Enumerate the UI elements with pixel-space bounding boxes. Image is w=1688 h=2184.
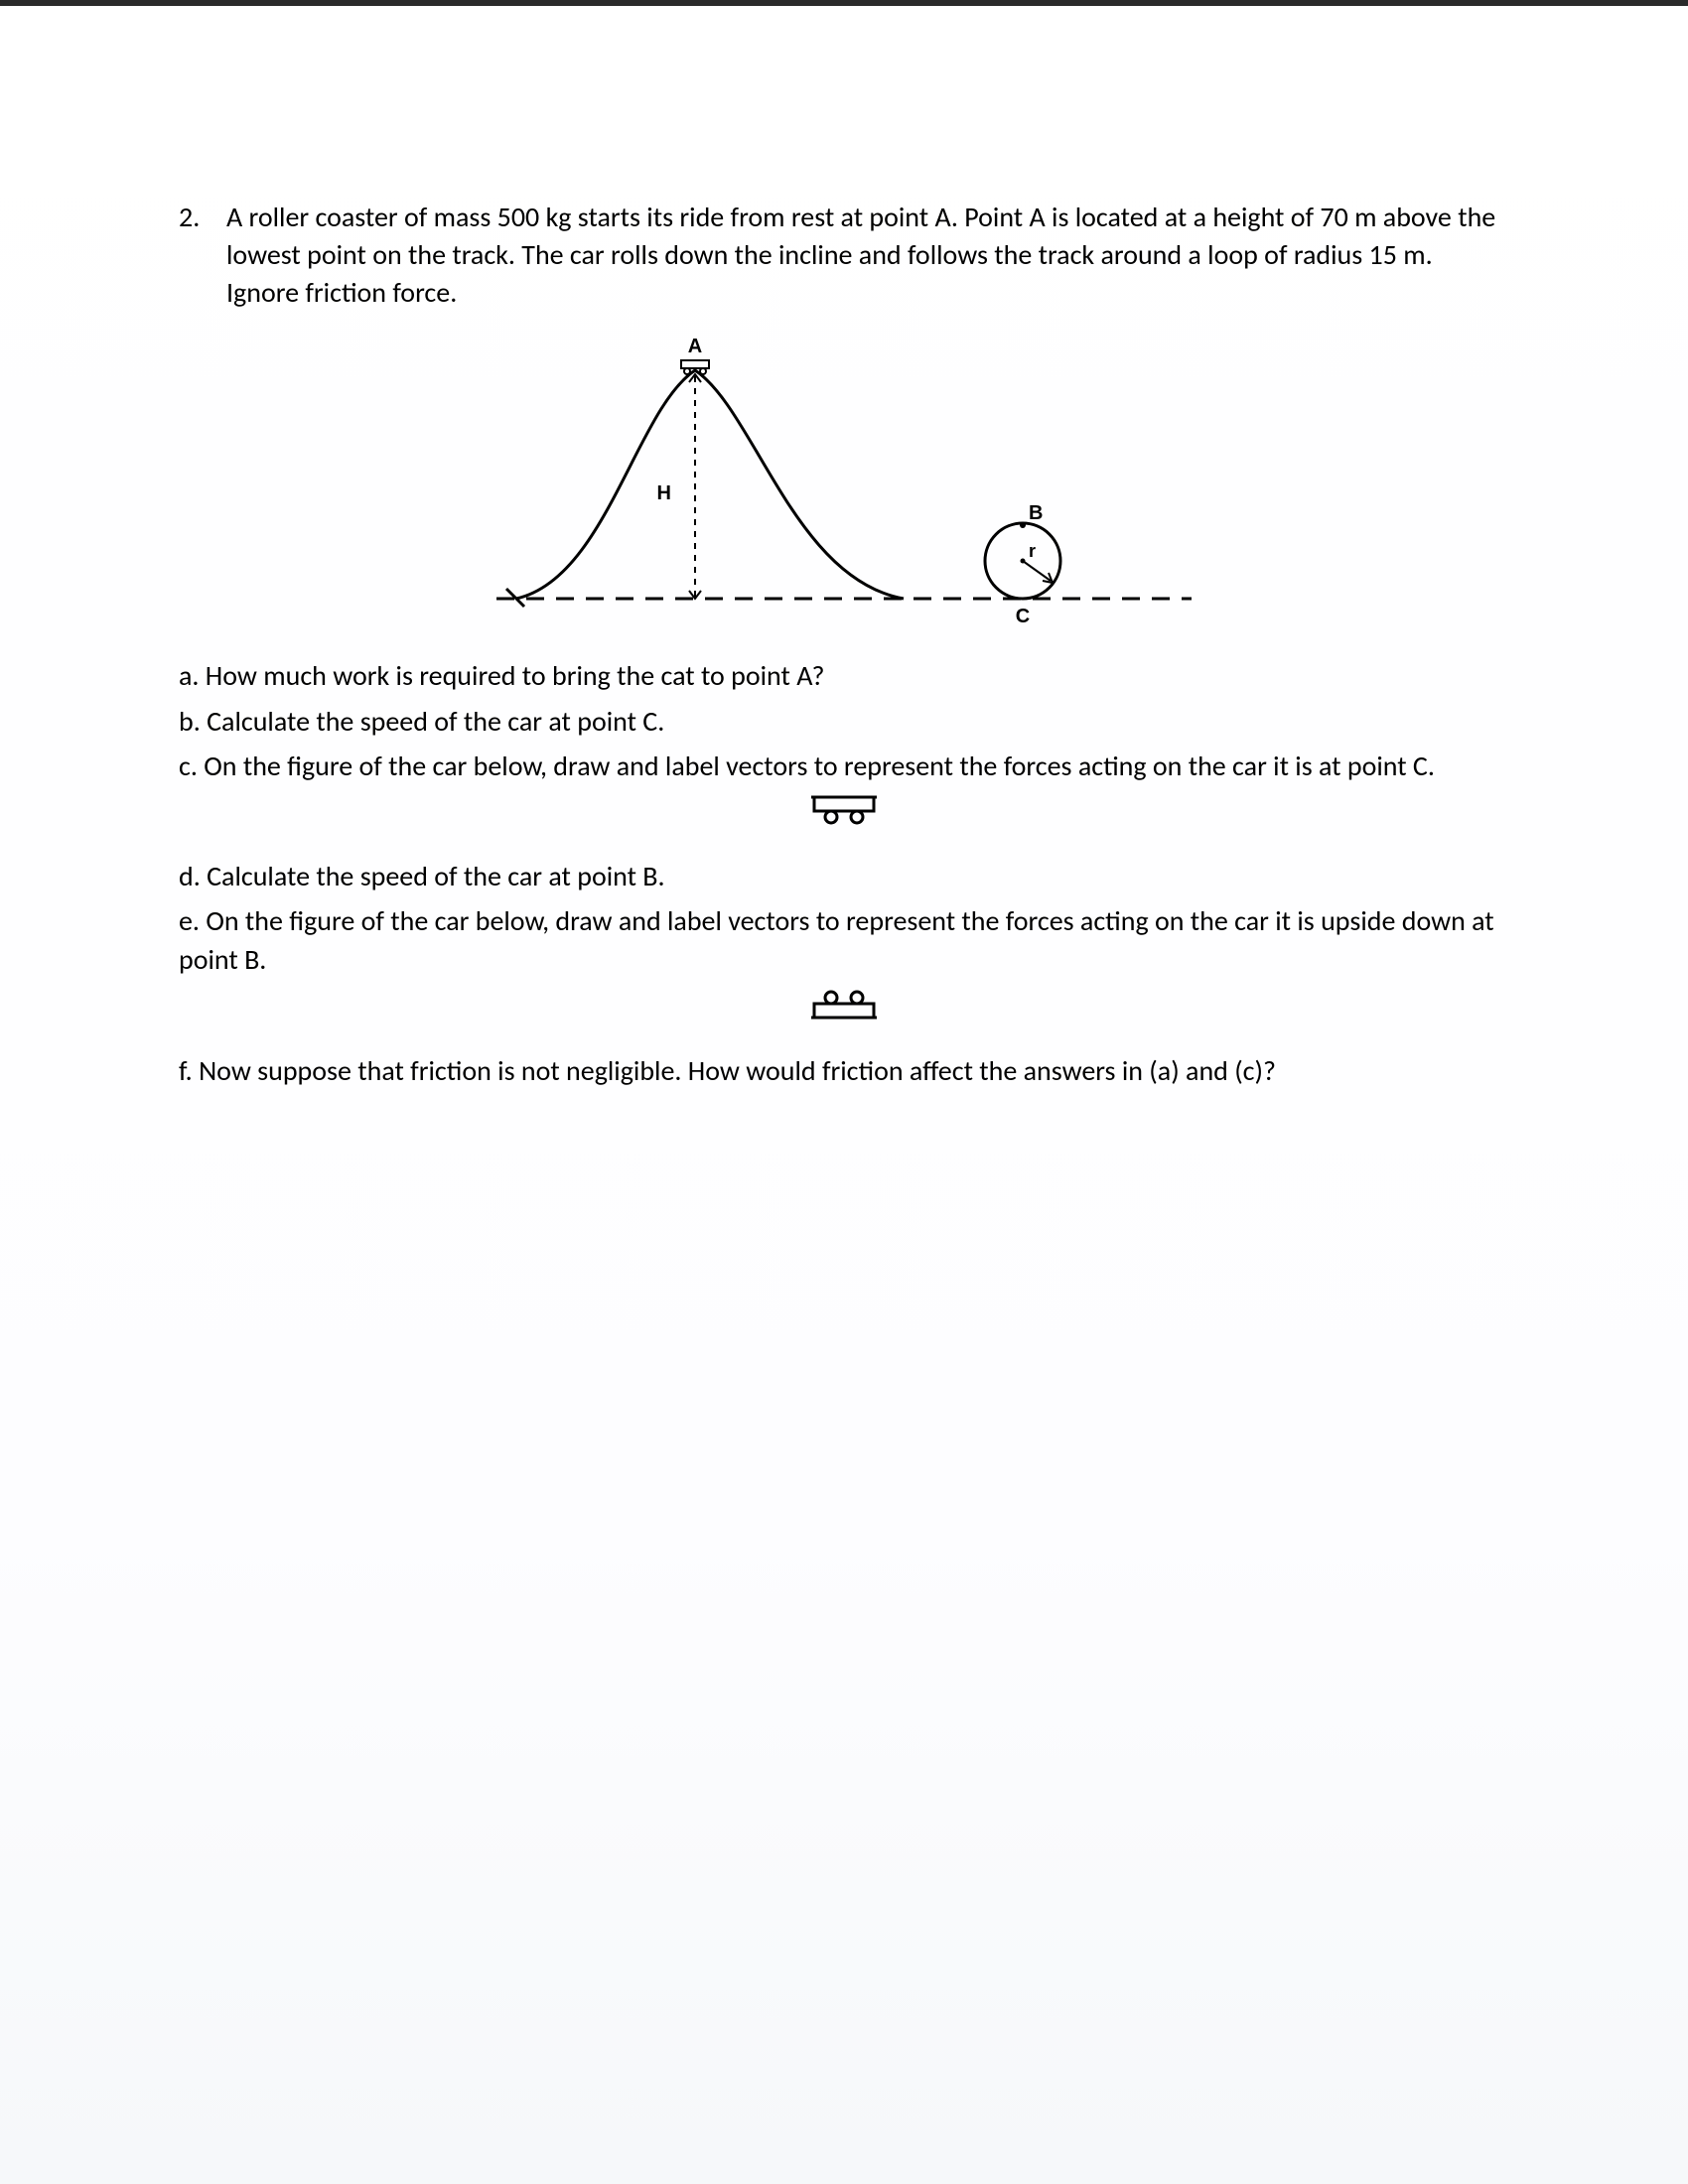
label-a: A <box>688 336 702 357</box>
problem-number: 2. <box>179 199 226 311</box>
page: 2. A roller coaster of mass 500 kg start… <box>0 0 1688 2184</box>
problem-stem: 2. A roller coaster of mass 500 kg start… <box>179 199 1509 311</box>
problem-text: A roller coaster of mass 500 kg starts i… <box>226 199 1509 311</box>
roller-coaster-diagram: A H B r C <box>179 331 1509 628</box>
question-d: d. Calculate the speed of the car at poi… <box>179 857 1509 895</box>
scan-top-edge <box>0 0 1688 6</box>
car-upright-icon <box>799 791 889 831</box>
car-at-a-icon <box>681 360 709 374</box>
question-b: b. Calculate the speed of the car at poi… <box>179 702 1509 741</box>
question-a: a. How much work is required to bring th… <box>179 656 1509 695</box>
label-r: r <box>1029 541 1036 561</box>
car-upside-down-figure <box>179 986 1509 1025</box>
car-upright-figure <box>179 791 1509 831</box>
loop-radius-line <box>1023 561 1051 581</box>
label-h: H <box>657 482 671 504</box>
question-e: e. On the figure of the car below, draw … <box>179 901 1509 979</box>
label-c: C <box>1016 606 1030 627</box>
question-f: f. Now suppose that friction is not negl… <box>179 1051 1509 1090</box>
diagram-svg: A H B r C <box>467 331 1221 628</box>
hill-outline <box>516 370 904 599</box>
question-c: c. On the figure of the car below, draw … <box>179 747 1509 785</box>
point-b-dot <box>1020 522 1026 528</box>
loop-center-dot <box>1021 559 1026 564</box>
content-area: 2. A roller coaster of mass 500 kg start… <box>179 199 1509 1090</box>
label-b: B <box>1029 502 1043 524</box>
car-upside-down-icon <box>799 986 889 1025</box>
